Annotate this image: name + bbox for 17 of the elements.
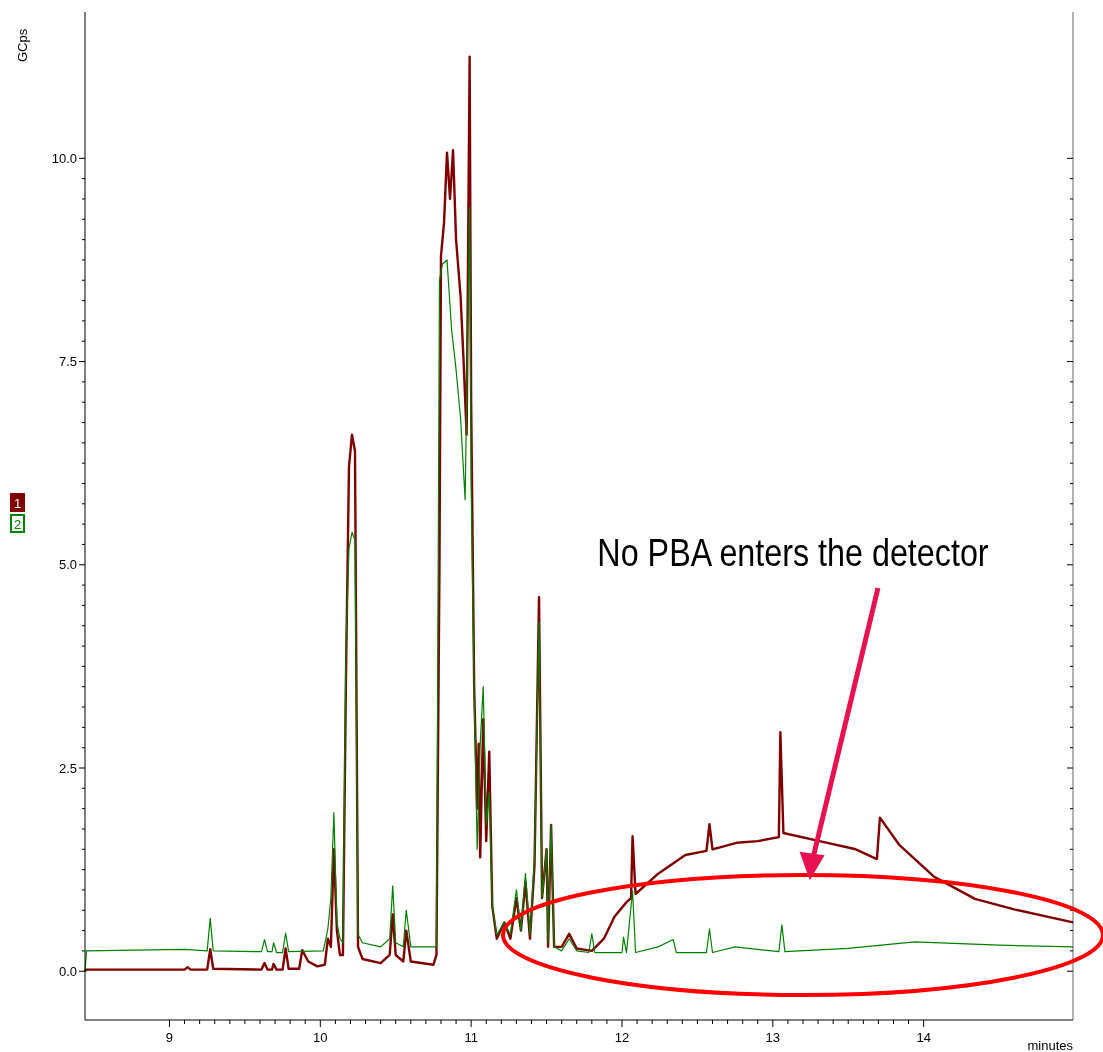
- text: 2: [13, 517, 22, 532]
- x-tick-label: 11: [464, 1030, 478, 1045]
- text: 1: [13, 496, 22, 511]
- y-tick-label: 2.5: [58, 760, 77, 776]
- y-tick-label: 0.0: [58, 963, 77, 979]
- line-series: [83, 55, 1075, 973]
- x-tick-label: 13: [765, 1030, 781, 1045]
- x-tick-label: 10: [313, 1030, 328, 1045]
- annotation: No PBA enters the detector: [597, 531, 989, 574]
- x-tick-label: 12: [614, 1030, 630, 1045]
- y-axis-title: GCps: [15, 28, 30, 62]
- x-tick-label: 14: [916, 1030, 931, 1045]
- y-tick-label: 10.0: [51, 150, 77, 166]
- y-tick-label: 5.0: [58, 557, 77, 573]
- x-tick-label: 9: [165, 1030, 174, 1045]
- y-tick-label: 7.5: [58, 354, 77, 370]
- x-axis-title: minutes: [1027, 1038, 1074, 1052]
